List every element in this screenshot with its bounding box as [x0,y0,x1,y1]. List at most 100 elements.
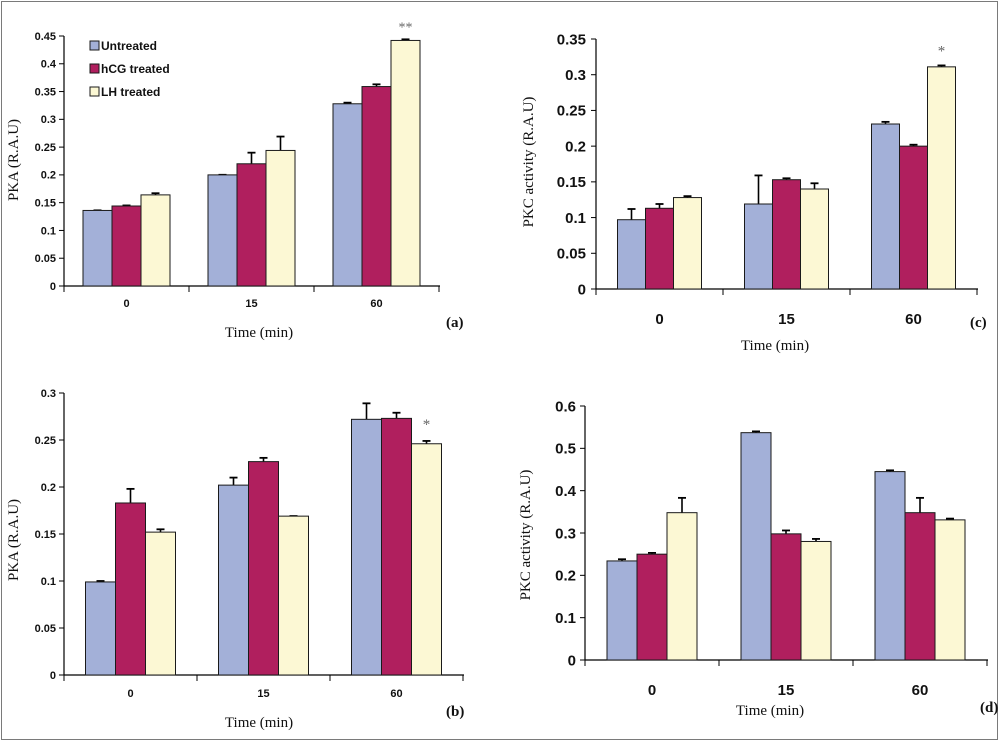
bar-untreated-0 [85,581,116,676]
y-tick-label: 0.6 [555,398,576,415]
bar-lh-15 [265,149,296,287]
y-tick-label: 0.4 [555,483,577,500]
x-tick-label: 15 [245,298,257,310]
chart-panel-a: 0 0.05 0.1 0.15 0.2 0.25 0.3 0.35 0.4 0.45 0 15 60 **… [6,20,464,341]
x-tick-label: 60 [912,682,929,699]
x-tick-label: 0 [648,682,656,699]
y-tick-label: 0 [50,670,56,682]
y-tick-label: 0.1 [41,576,56,588]
y-tick-label: 0.05 [35,623,56,635]
bar-hcg-60 [381,417,412,676]
panel-label: (c) [970,315,987,331]
bar-lh-15 [278,515,309,676]
y-tick-label: 0.2 [555,568,576,585]
y-tick-label: 0 [50,281,56,293]
significance-marker: ** [399,20,413,35]
bars [617,64,956,290]
y-tick-label: 0.3 [41,114,56,126]
bar-lh-60 [934,519,966,661]
legend-swatch-hcg [89,63,100,74]
y-tick-label: 0.15 [557,174,586,191]
significance-marker: * [423,417,431,433]
bar-untreated-15 [740,432,772,661]
y-tick-label: 0.25 [35,142,56,154]
legend-label-untreated: Untreated [101,39,157,53]
y-tick-label: 0.2 [41,170,56,182]
y-tick-label: 0.2 [41,482,56,494]
x-tick-label: 60 [390,688,402,700]
y-tick-label: 0.3 [41,388,56,400]
y-tick-label: 0.15 [35,198,56,210]
y-tick-label: 0.2 [565,138,586,155]
y-tick-label: 0 [578,281,586,298]
y-tick-label: 0.5 [555,441,576,458]
bar-lh-60 [390,39,421,287]
bar-hcg-15 [770,533,802,661]
panel-label: (a) [446,315,464,331]
legend-label-lh: LH treated [101,85,160,99]
x-tick-label: 0 [127,688,133,700]
y-tick-label: 0.45 [35,31,56,43]
y-tick-label: 0.05 [35,253,56,265]
y-tick-label: 0.25 [35,435,56,447]
bar-lh-15 [800,188,829,290]
y-tick-label: 0 [568,652,576,669]
bar-untreated-15 [218,484,249,676]
axes: 0 0.05 0.1 0.15 0.2 0.25 0.3 0.35 0.4 0.45 0 15 60 [35,31,440,310]
bar-hcg-60 [361,86,392,287]
legend-swatch-untreated [89,40,100,51]
x-axis-title: Time (min) [225,715,293,731]
bar-untreated-0 [617,219,646,290]
y-tick-label: 0.1 [565,210,586,227]
bar-untreated-0 [82,209,113,287]
bar-untreated-15 [207,174,238,287]
bar-hcg-0 [111,205,142,287]
panel-label: (d) [980,700,998,716]
legend-label-hcg: hCG treated [101,62,170,76]
y-axis-title: PKC activity (R.A.U) [518,470,534,601]
y-tick-label: 0.1 [555,610,576,627]
y-tick-label: 0.35 [35,86,56,98]
bar-lh-0 [666,512,698,661]
y-tick-label: 0.3 [565,67,586,84]
panel-label: (b) [446,704,464,720]
bar-hcg-60 [904,512,936,661]
bar-lh-0 [140,194,171,287]
y-tick-label: 0.35 [557,31,586,48]
y-axis-title: PKC activity (R.A.U) [521,97,537,228]
bar-untreated-15 [744,203,773,290]
bars [85,402,442,676]
y-axis-title: PKA (R.A.U) [6,499,22,581]
bar-lh-0 [673,197,702,290]
x-tick-label: 15 [257,688,269,700]
bar-untreated-60 [351,418,382,676]
bar-hcg-0 [645,207,674,290]
x-tick-label: 0 [655,311,663,328]
bar-hcg-0 [115,502,146,676]
x-tick-label: 0 [123,298,129,310]
bars [606,430,966,661]
bar-lh-60 [411,443,442,676]
legend-swatch-lh [89,86,100,97]
bar-lh-15 [800,540,832,661]
x-axis-title: Time (min) [225,325,293,341]
y-tick-label: 0.15 [35,529,56,541]
bar-untreated-0 [606,560,638,661]
y-axis-title: PKA (R.A.U) [6,119,22,201]
chart-panel-b: 0 0.05 0.1 0.15 0.2 0.25 0.3 0 15 60 * PKA (R.A.U) T… [6,388,464,731]
bar-untreated-60 [871,123,900,290]
bar-lh-60 [927,66,956,290]
legend: Untreated hCG treated LH treated [89,39,170,99]
significance-marker: * [938,43,946,59]
y-tick-label: 0.3 [555,525,576,542]
bar-untreated-60 [332,103,363,287]
x-tick-label: 60 [905,311,922,328]
bar-untreated-60 [874,471,906,661]
y-tick-label: 0.25 [557,103,586,120]
y-tick-label: 0.05 [557,246,586,263]
bar-hcg-15 [772,179,801,290]
x-axis-title: Time (min) [736,703,804,719]
x-tick-label: 15 [778,311,795,328]
bar-lh-0 [145,531,176,676]
chart-panel-d: 0 0.1 0.2 0.3 0.4 0.5 0.6 0 15 60 PKC activity (R.… [518,398,998,719]
